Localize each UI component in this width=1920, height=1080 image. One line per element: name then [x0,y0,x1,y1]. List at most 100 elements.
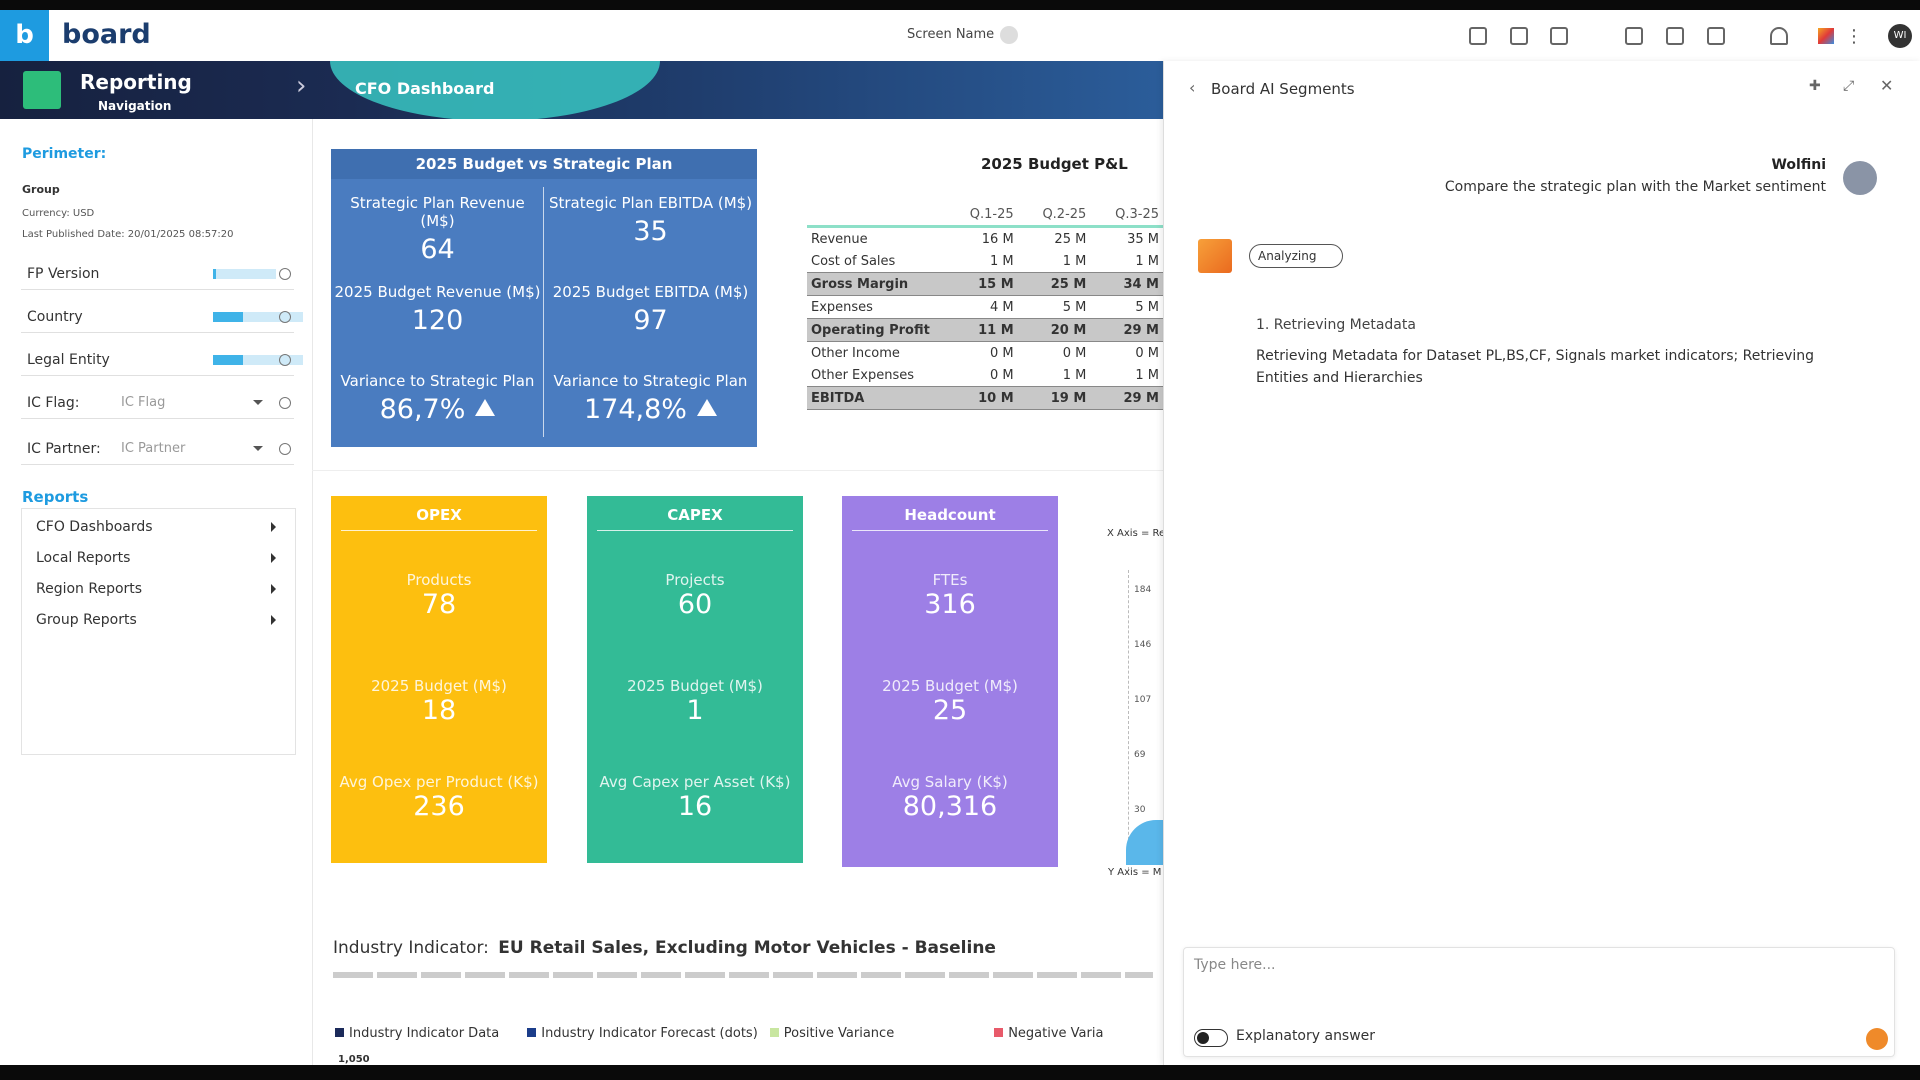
chart-top-tick: 1,050 [338,1054,370,1065]
pnl-column: Q.2-25 [1017,203,1091,228]
expand-panel-icon[interactable]: ⤢ [1843,78,1855,94]
pnl-cell: 35 M [1127,231,1159,247]
last-published: Last Published Date: 20/01/2025 08:57:20 [22,229,234,240]
more-icon[interactable]: ⋮ [1845,26,1863,47]
dropdown[interactable]: IC Partner: IC Partner [21,434,294,465]
report-arrow [271,553,281,563]
kpi-cell: Strategic Plan EBITDA (M$) 35 [544,194,757,247]
card-metric-label: FTEs [932,571,968,589]
card-metric-label: Avg Capex per Asset (K$) [599,773,791,791]
send-button[interactable] [1866,1028,1888,1050]
report-item[interactable]: Group Reports [36,610,281,630]
filter[interactable]: Country [21,302,303,333]
home-icon[interactable] [1469,27,1487,45]
pnl-title: 2025 Budget P&L [981,155,1128,173]
logo-mark[interactable]: b [0,10,49,61]
refresh-icon[interactable] [279,268,291,280]
top-bar: b board Screen Name ⋮ WI [0,10,1920,62]
legend-label: Industry Indicator Data [349,1026,500,1041]
dropdown[interactable]: IC Flag: IC Flag [21,388,294,419]
apps-icon[interactable] [1818,28,1834,44]
pnl-cell: 4 M [990,299,1014,315]
tick-label: 107 [1134,695,1152,705]
card-metric-label: Avg Salary (K$) [892,773,1008,791]
pnl-cell: 25 M [1017,272,1091,296]
toggle-label: Explanatory answer [1236,1028,1376,1044]
pnl-row: Operating Profit 11 M 20 M 29 M [807,318,1163,342]
tick-label: 30 [1134,805,1146,815]
pnl-cell: 29 M [1090,386,1163,410]
legend-item: Industry Indicator Forecast (dots) [527,1026,758,1041]
pnl-cell: 1 M [990,253,1014,269]
calendar-icon[interactable] [1625,27,1643,45]
report-item[interactable]: Region Reports [36,579,281,599]
kpi-cell: Variance to Strategic Plan 174,8% [544,372,757,425]
pnl-cell: 10 M [945,386,1018,410]
chat-input[interactable]: Type here... Explanatory answer [1183,947,1895,1057]
kpi-label: 2025 Budget Revenue (M$) [334,283,541,301]
reports-box: CFO Dashboards Local Reports Region Report… [21,508,296,755]
card-metric-value: 18 [421,695,457,726]
pnl-header: Q.1-25 Q.2-25 Q.3-25 [807,203,1163,228]
pin-icon[interactable]: ✚ [1809,78,1821,94]
kpi-value: 35 [633,216,668,247]
card-metric-value: 1 [686,695,704,726]
industry-heading: Industry Indicator: EU Retail Sales, Exc… [333,938,996,958]
kpi-value: 64 [420,234,455,265]
dropdown-placeholder: IC Flag [121,395,166,410]
refresh-icon[interactable] [279,443,291,455]
kpi-value: 174,8% [544,394,757,425]
bell-icon[interactable] [1770,27,1788,45]
pnl-row: Revenue 16 M 25 M 35 M [807,227,1163,251]
report-label: Group Reports [36,612,137,628]
settings-icon[interactable] [1510,27,1528,45]
tick-label: 184 [1134,585,1152,595]
grid-icon[interactable] [1666,27,1684,45]
legend-item: Industry Indicator Data [335,1026,499,1041]
pnl-cell: 11 M [945,318,1018,342]
filter-bar [213,269,276,279]
step-title: 1. Retrieving Metadata [1256,317,1416,333]
metric-card: OPEX Products 78 2025 Budget (M$) 18 Avg Opex… [331,496,547,863]
chat-icon[interactable] [1707,27,1725,45]
expand-icon[interactable] [1550,27,1568,45]
report-arrow [271,522,281,532]
refresh-icon[interactable] [279,354,291,366]
pnl-cell: 34 M [1090,272,1163,296]
back-icon[interactable]: ‹ [1189,78,1196,97]
app-subtitle[interactable]: Navigation [98,99,172,113]
kpi-panel: 2025 Budget vs Strategic Plan Strategic … [331,149,757,447]
pnl-cell: 19 M [1017,386,1091,410]
refresh-icon[interactable] [279,311,291,323]
toggle[interactable] [1194,1029,1228,1047]
close-icon[interactable]: ✕ [1880,76,1894,95]
app-icon[interactable] [23,71,61,109]
report-item[interactable]: CFO Dashboards [36,517,281,537]
report-arrow [271,615,281,625]
pnl-column: Q.1-25 [945,203,1018,228]
screen-icon[interactable] [1000,26,1018,44]
card-metric-value: 78 [421,589,457,620]
pnl-cell: 20 M [1017,318,1091,342]
industry-name: EU Retail Sales, Excluding Motor Vehicle… [498,938,996,958]
mini-chart: X Axis = Re Y Axis = M 184 146 107 69 30 [1102,520,1163,880]
refresh-icon[interactable] [279,397,291,409]
report-item[interactable]: Local Reports [36,548,281,568]
pnl-cell: 5 M [1062,299,1087,315]
kpi-label: Variance to Strategic Plan [340,372,535,390]
pnl-row-label: Cost of Sales [811,253,896,269]
legend-item: Positive Variance [769,1026,894,1041]
filter[interactable]: Legal Entity [21,345,303,376]
filter[interactable]: FP Version [21,259,294,290]
filter-label: Legal Entity [27,352,110,368]
kpi-value: 97 [633,305,668,336]
chart-blob [1126,820,1163,865]
app-title: Reporting [80,70,192,94]
pnl-cell: 1 M [1135,253,1159,269]
pnl-row-label: Other Expenses [811,367,914,383]
pnl-cell: 15 M [945,272,1018,296]
ai-title: Board AI Segments [1211,80,1355,98]
user-avatar[interactable]: WI [1888,24,1912,48]
pnl-cell: 0 M [990,367,1014,383]
status-pill[interactable]: Analyzing [1249,244,1344,268]
